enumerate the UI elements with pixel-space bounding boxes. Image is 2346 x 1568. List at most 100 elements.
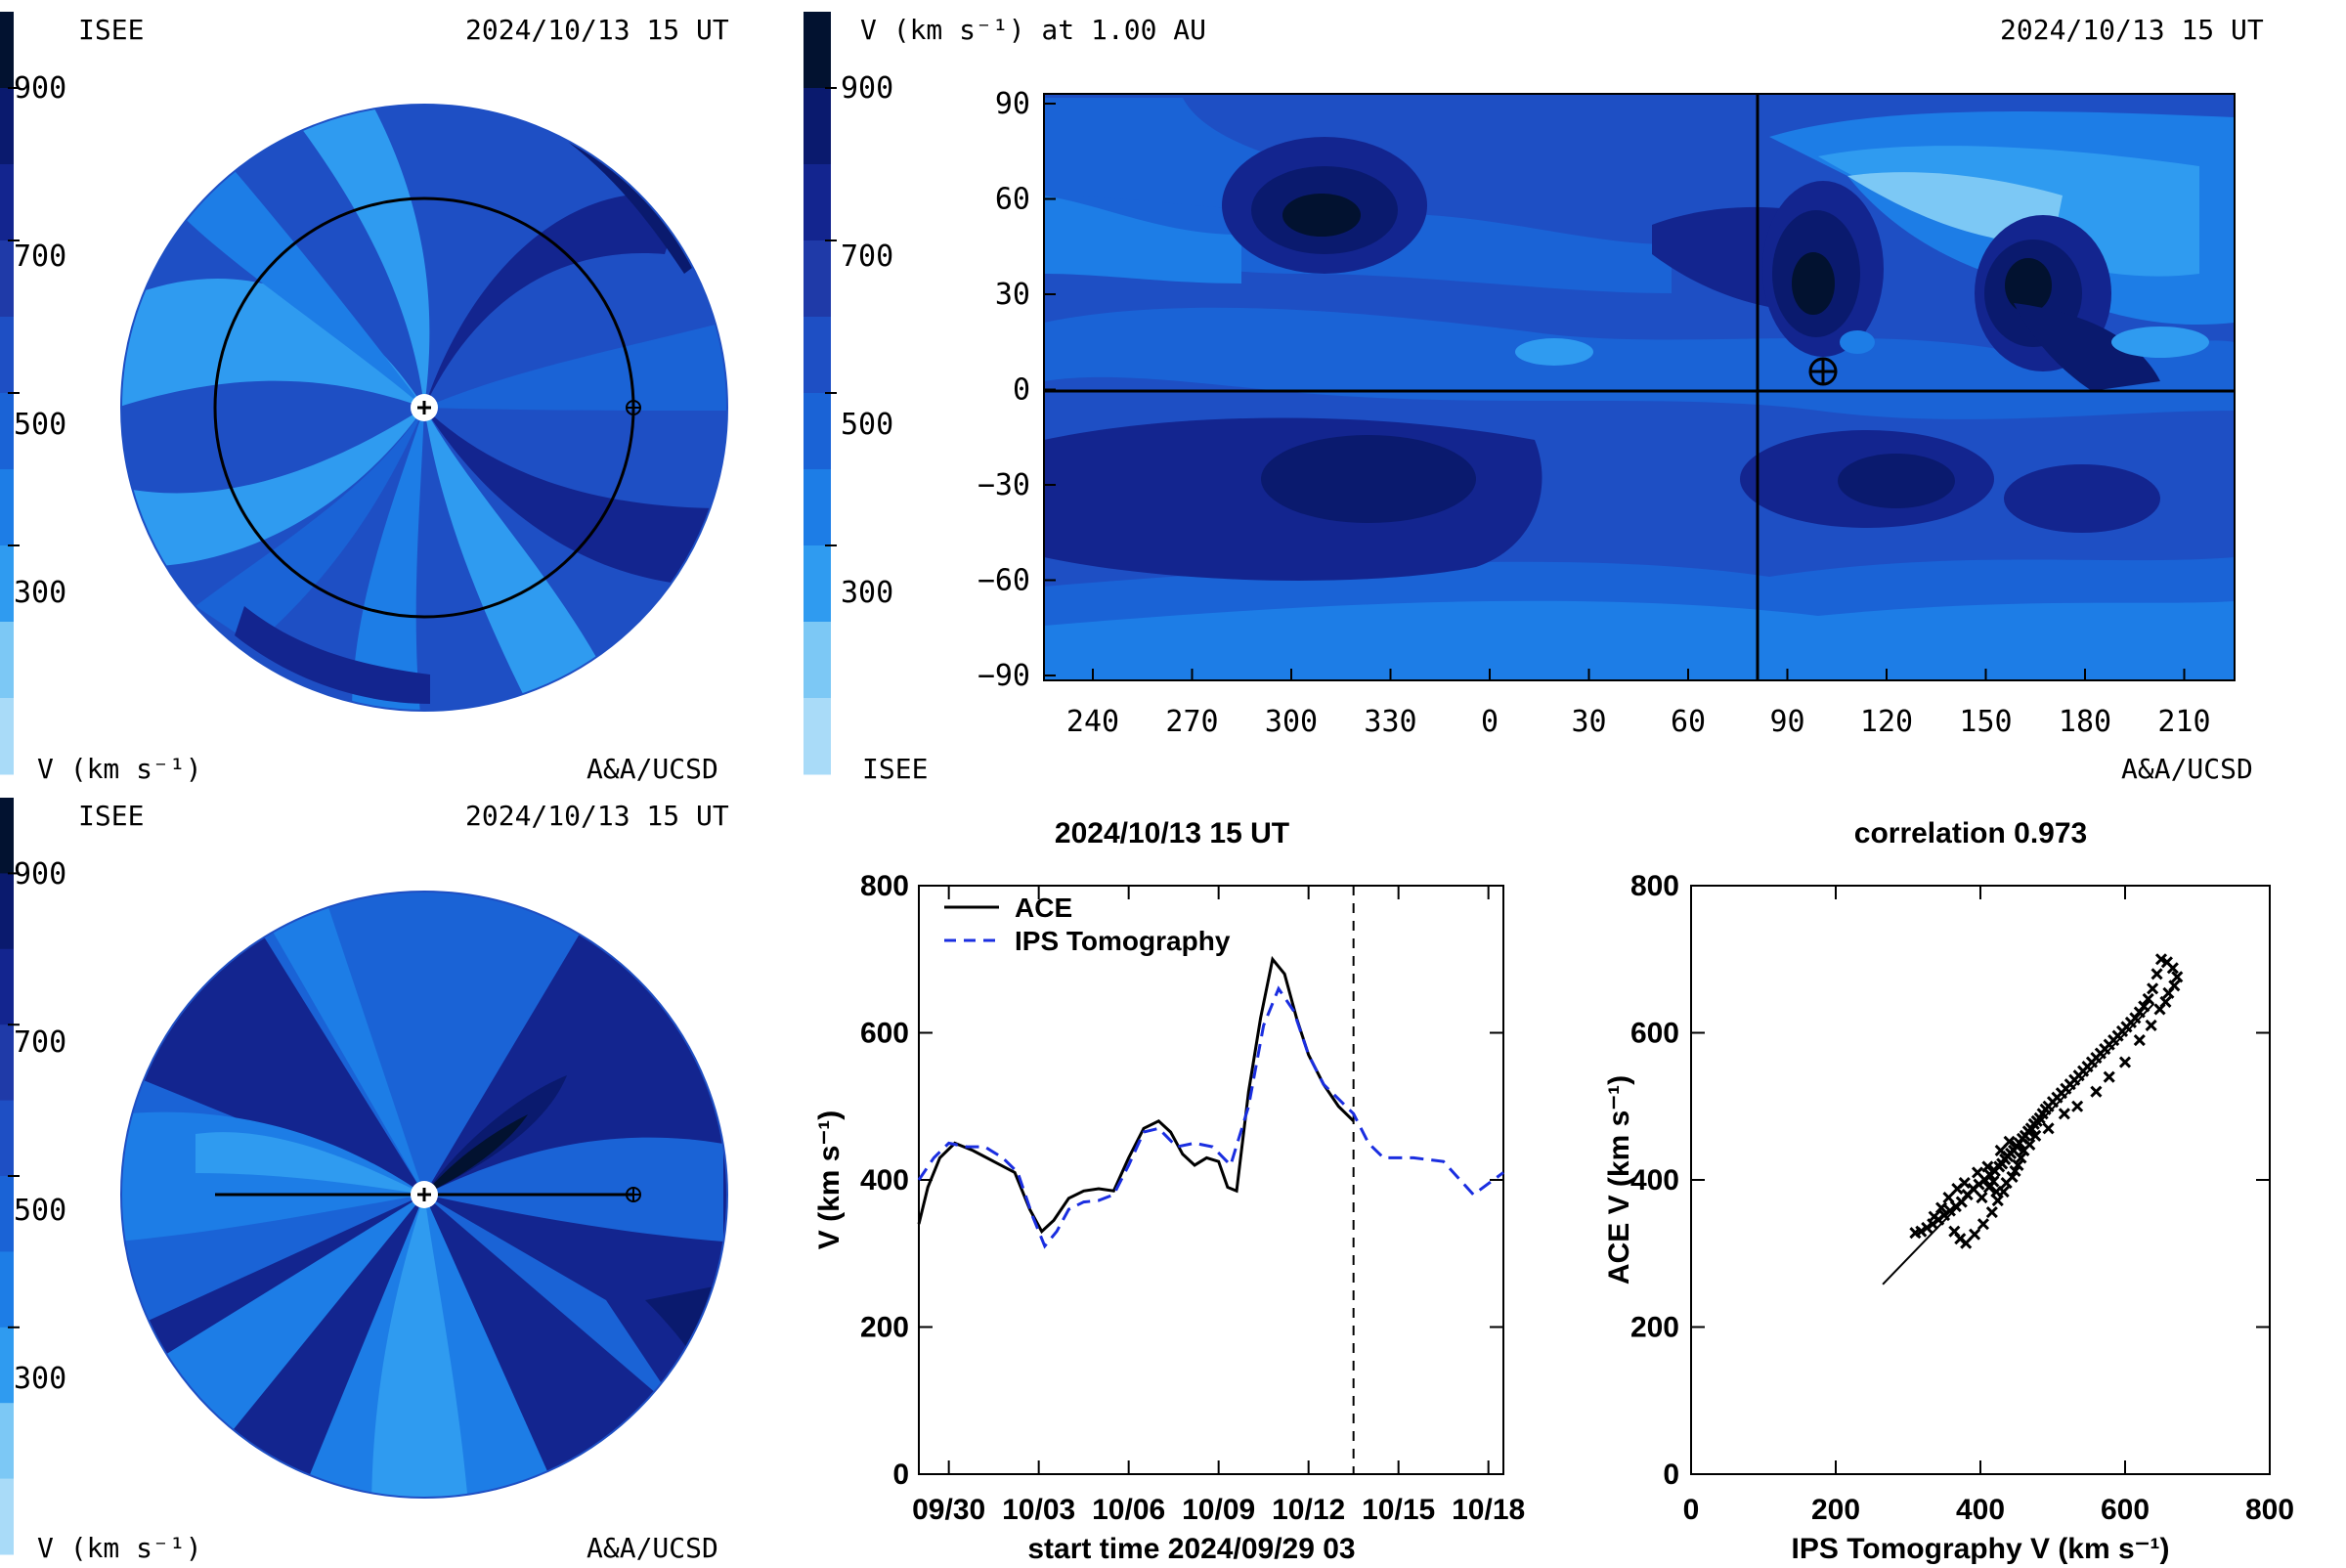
- scatter-point: [1981, 1160, 1994, 1173]
- colorbar-segment: [0, 622, 14, 699]
- y-tick-label: 30: [995, 278, 1030, 312]
- scatter-point: [2103, 1070, 2115, 1083]
- chart-title: 2024/10/13 15 UT: [1055, 817, 1289, 849]
- sun-cross-icon: [417, 1188, 431, 1201]
- legend-label: IPS Tomography: [1015, 926, 1231, 956]
- org-label: ISEE: [862, 753, 928, 785]
- scatter-point: [2118, 1056, 2132, 1068]
- x-tick-label: 400: [1956, 1494, 2005, 1526]
- colorbar-segment: [0, 698, 14, 775]
- y-tick-label: −60: [978, 564, 1030, 598]
- x-tick-label: 800: [2245, 1494, 2294, 1526]
- colorbar-segment: [0, 393, 14, 470]
- plot-frame: [918, 885, 1504, 1475]
- credit-label: A&A/UCSD: [586, 1532, 718, 1564]
- y-tick-label: 800: [1630, 870, 1679, 902]
- colorbar-tick-700: 700: [841, 240, 893, 274]
- scatter-point: [2015, 1152, 2027, 1164]
- colorbar-segment: [0, 948, 14, 1025]
- scatter-point: [1985, 1206, 1998, 1219]
- synoptic-map-panel: V (km s⁻¹) at 1.00 AU 2024/10/13 15 UT 9…: [792, 0, 2346, 792]
- meridional-speed-map: [121, 892, 727, 1498]
- colorbar-segment: [804, 317, 831, 394]
- colorbar-tick-300: 300: [14, 1362, 66, 1396]
- x-tick-label: 10/03: [1002, 1494, 1075, 1526]
- legend-label: ACE: [1015, 893, 1072, 923]
- scatter-point: [2042, 1122, 2055, 1135]
- scatter-point: [2147, 982, 2159, 995]
- scatter-point: [2154, 953, 2168, 966]
- y-tick-label: 0: [1663, 1459, 1679, 1491]
- x-tick-label: 120: [1860, 705, 1913, 739]
- y-tick-label: 400: [1630, 1164, 1679, 1197]
- scatter-point: [2012, 1158, 2024, 1172]
- x-tick-label: 180: [2059, 705, 2111, 739]
- org-label: ISEE: [78, 14, 144, 46]
- scatter-point: [1982, 1181, 1995, 1194]
- scatter-point: [2145, 1019, 2157, 1032]
- colorbar-segment: [804, 393, 831, 470]
- y-axis-label: V (km s⁻¹): [813, 1111, 846, 1250]
- colorbar-tick-900: 900: [14, 857, 66, 892]
- date-label: 2024/10/13 15 UT: [465, 14, 729, 46]
- scatter-chart: correlation 0.973 0 200 400 600 800 0 200 400 600…: [1603, 817, 2294, 1565]
- scatter-point: [2171, 971, 2184, 983]
- y-tick-label: 90: [995, 87, 1030, 121]
- x-tick-label: 150: [1959, 705, 2012, 739]
- meridional-view-svg: ISEE 2024/10/13 15 UT 900 700 500 300 V …: [0, 798, 729, 1564]
- scatter-point: [1934, 1201, 1948, 1214]
- ecliptic-view-svg: ISEE 2024/10/13 15 UT 900 700 500 300 V …: [0, 12, 729, 785]
- series-line-ace: [917, 955, 1355, 1235]
- x-tick-label: 210: [2157, 705, 2210, 739]
- sun-cross-icon: [417, 401, 431, 414]
- x-tick-label: 09/30: [912, 1494, 985, 1526]
- colorbar-bottom-left: [0, 798, 20, 1555]
- x-tick-label: 60: [1671, 705, 1706, 739]
- chart-title: correlation 0.973: [1854, 817, 2087, 849]
- org-label: ISEE: [78, 800, 144, 832]
- scatter-point: [1991, 1195, 2004, 1207]
- x-tick-label: 0: [1481, 705, 1499, 739]
- scatter-point: [2006, 1170, 2019, 1184]
- scatter-point: [2023, 1138, 2036, 1151]
- y-axis-label: ACE V (km s⁻¹): [1603, 1075, 1635, 1285]
- colorbar-segment: [0, 1176, 14, 1252]
- scatter-panel: correlation 0.973 0 200 400 600 800 0 200 400 600…: [1564, 792, 2346, 1565]
- scatter-point: [1976, 1191, 1988, 1204]
- colorbar-segment: [804, 622, 831, 699]
- y-tick-label: 600: [1630, 1018, 1679, 1050]
- scatter-point: [1990, 1185, 2003, 1198]
- y-tick-label: −90: [978, 659, 1030, 693]
- colorbar-segment: [0, 469, 14, 546]
- colorbar-segment: [0, 317, 14, 394]
- x-tick-label: 200: [1811, 1494, 1860, 1526]
- credit-label: A&A/UCSD: [2121, 753, 2253, 785]
- y-tick-label: −30: [978, 468, 1030, 502]
- synoptic-axis-ticks: 240 270 300 330 0 30 60 90 120 150 180 2109060300−3…: [978, 87, 2211, 739]
- timeseries-chart: 2024/10/13 15 UT 0 200 400 600 800 09/30 10/03 1…: [813, 817, 1525, 1565]
- x-tick-label: 270: [1165, 705, 1218, 739]
- y-tick-label: 200: [860, 1312, 909, 1344]
- scatter-point: [2166, 962, 2179, 975]
- date-label: 2024/10/13 15 UT: [465, 800, 729, 832]
- x-tick-label: 300: [1265, 705, 1318, 739]
- scatter-point: [1942, 1191, 1955, 1204]
- colorbar-segment: [804, 88, 831, 165]
- y-tick-label: 0: [1013, 373, 1030, 408]
- x-tick-label: 600: [2101, 1494, 2150, 1526]
- x-tick-label: 240: [1066, 705, 1119, 739]
- units-label: V (km s⁻¹): [37, 753, 202, 785]
- colorbar-segment: [804, 164, 831, 241]
- colorbar-segment: [804, 240, 831, 318]
- colorbar-segment: [0, 164, 14, 241]
- colorbar-segment: [804, 469, 831, 546]
- scatter-point: [1960, 1237, 1973, 1249]
- scatter-point: [2153, 1003, 2166, 1016]
- y-tick-label: 400: [860, 1164, 909, 1197]
- colorbar-tick-300: 300: [14, 576, 66, 610]
- scatter-point: [1969, 1228, 1981, 1241]
- timeseries-panel: 2024/10/13 15 UT 0 200 400 600 800 09/30 10/03 1…: [782, 792, 1564, 1565]
- scatter-point: [2090, 1085, 2103, 1098]
- colorbar-segment: [0, 1100, 14, 1177]
- scatter-point: [1994, 1144, 2007, 1156]
